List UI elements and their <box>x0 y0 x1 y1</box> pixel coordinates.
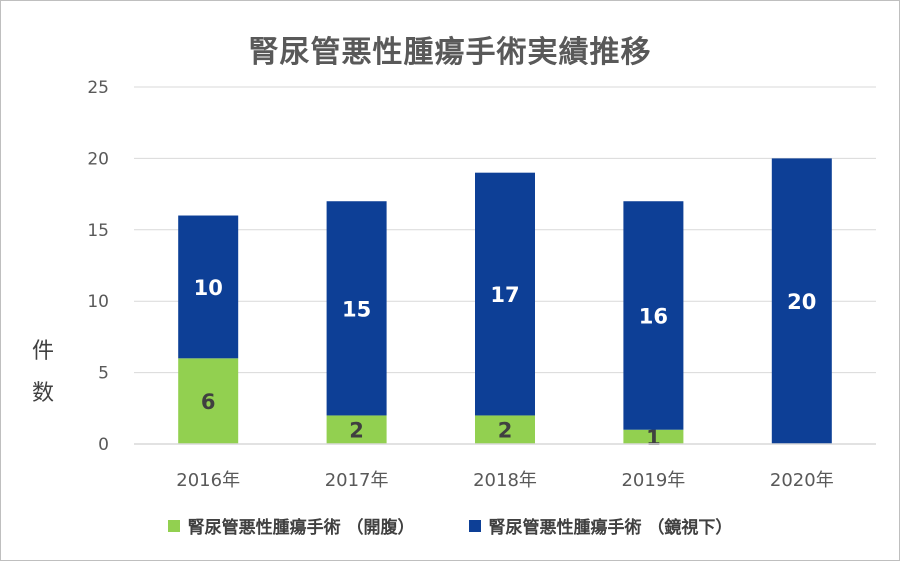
x-tick-label: 2016年 <box>176 470 240 491</box>
legend-label-laparoscopic: 腎尿管悪性腫瘍手術 （鏡視下） <box>488 518 733 538</box>
bar-segment <box>178 215 239 359</box>
bar-segment <box>771 158 832 444</box>
y-axis-title: 件数 <box>23 331 63 415</box>
y-axis-title-char: 数 <box>31 381 54 406</box>
bar-segment <box>623 201 684 430</box>
bar-segment <box>623 429 684 444</box>
x-tick-label: 2020年 <box>770 470 834 491</box>
legend-swatch-laparoscopic <box>468 519 481 532</box>
data-label: 6 <box>201 390 216 414</box>
chart-plot: 05101520256102016年2152017年2172018年116201… <box>87 78 876 491</box>
bar-segment <box>178 358 239 444</box>
data-label: 2 <box>498 419 513 443</box>
data-label: 16 <box>639 304 668 328</box>
data-label: 20 <box>787 290 816 314</box>
legend: 腎尿管悪性腫瘍手術 （開腹） 腎尿管悪性腫瘍手術 （鏡視下） <box>1 513 899 538</box>
y-tick-label: 0 <box>98 435 109 455</box>
y-tick-label: 20 <box>87 149 109 169</box>
legend-label-open: 腎尿管悪性腫瘍手術 （開腹） <box>187 518 415 538</box>
y-tick-label: 10 <box>87 292 109 312</box>
bar-segment <box>326 415 387 444</box>
legend-swatch-open <box>167 519 180 532</box>
x-tick-label: 2017年 <box>325 470 389 491</box>
x-tick-label: 2019年 <box>621 470 685 491</box>
y-tick-label: 15 <box>87 221 109 241</box>
bar-segment <box>475 172 535 416</box>
bar-segment <box>326 201 387 416</box>
bar-segment <box>475 415 535 444</box>
y-tick-label: 5 <box>98 364 109 384</box>
legend-item-laparoscopic: 腎尿管悪性腫瘍手術 （鏡視下） <box>468 513 733 538</box>
data-label: 17 <box>490 283 519 307</box>
y-tick-label: 25 <box>87 78 109 98</box>
data-label: 2 <box>349 419 364 443</box>
data-label: 15 <box>342 297 371 321</box>
x-tick-label: 2018年 <box>473 470 537 491</box>
data-label: 10 <box>194 276 223 300</box>
chart-title: 腎尿管悪性腫瘍手術実績推移 <box>248 35 652 70</box>
legend-item-open: 腎尿管悪性腫瘍手術 （開腹） <box>167 513 415 538</box>
y-axis-title-char: 件 <box>31 339 54 364</box>
